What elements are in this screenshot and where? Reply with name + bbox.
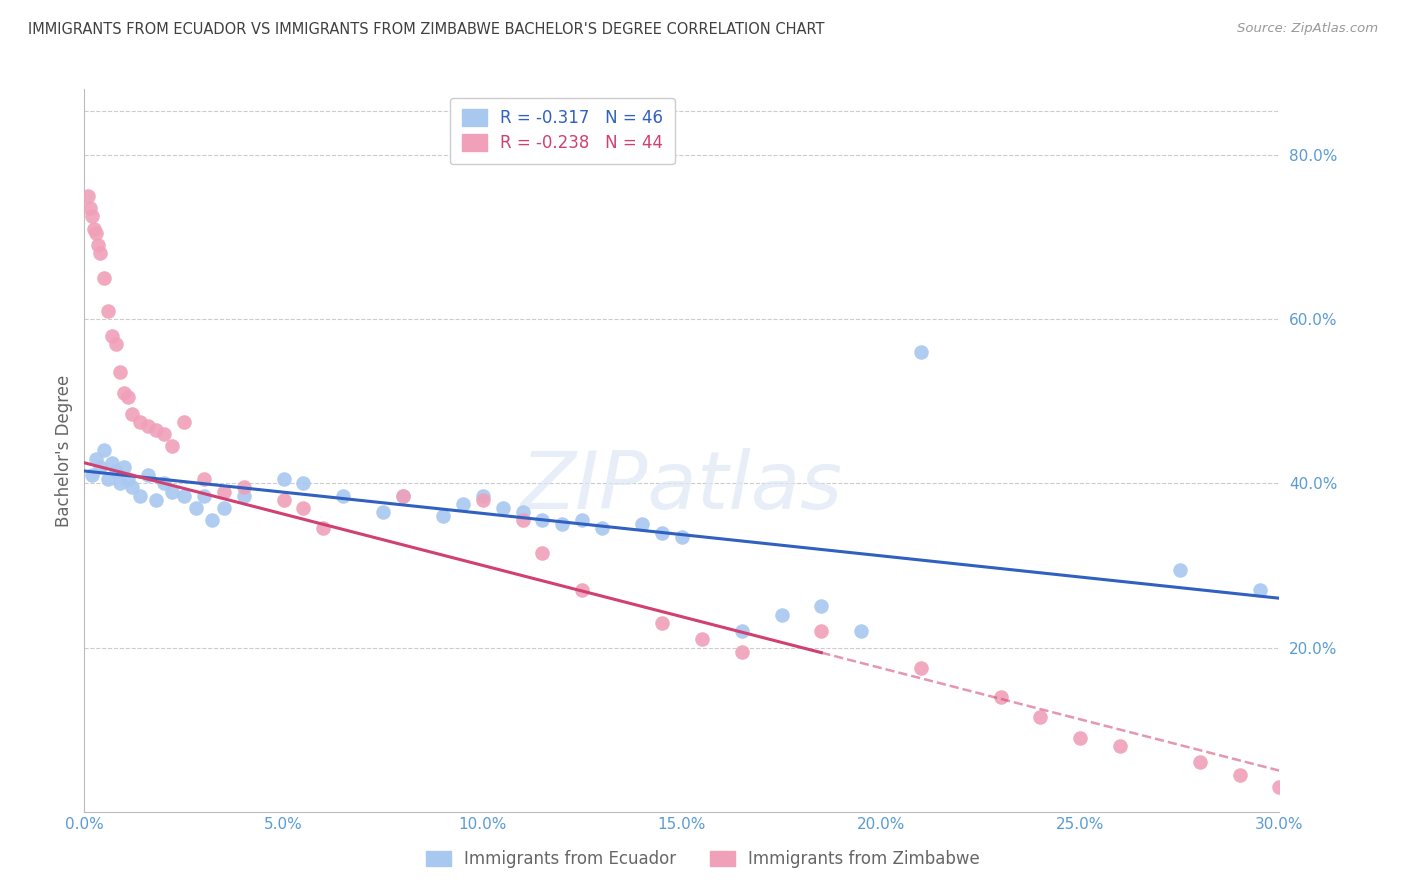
Point	[512, 505, 534, 519]
Point	[492, 500, 515, 515]
Point	[184, 500, 207, 515]
Point	[105, 464, 128, 478]
Point	[1109, 739, 1132, 753]
Point	[332, 489, 354, 503]
Legend: Immigrants from Ecuador, Immigrants from Zimbabwe: Immigrants from Ecuador, Immigrants from…	[419, 844, 987, 875]
Y-axis label: Bachelor's Degree: Bachelor's Degree	[55, 375, 73, 526]
Point	[117, 390, 139, 404]
Point	[312, 521, 335, 535]
Legend: R = -0.317   N = 46, R = -0.238   N = 44: R = -0.317 N = 46, R = -0.238 N = 44	[450, 97, 675, 164]
Point	[551, 517, 574, 532]
Point	[512, 513, 534, 527]
Point	[910, 345, 932, 359]
Point	[87, 238, 110, 252]
Point	[232, 489, 254, 503]
Point	[671, 530, 693, 544]
Point	[93, 443, 115, 458]
Point	[212, 500, 235, 515]
Point	[193, 489, 215, 503]
Point	[571, 582, 593, 597]
Point	[212, 484, 235, 499]
Point	[89, 246, 111, 260]
Text: ZIPatlas: ZIPatlas	[520, 448, 844, 525]
Point	[105, 336, 128, 351]
Point	[79, 201, 101, 215]
Point	[201, 513, 224, 527]
Point	[810, 624, 832, 639]
Point	[810, 599, 832, 614]
Point	[731, 624, 754, 639]
Point	[110, 366, 132, 380]
Point	[531, 546, 554, 560]
Point	[153, 427, 176, 442]
Point	[731, 645, 754, 659]
Point	[232, 480, 254, 494]
Point	[117, 472, 139, 486]
Point	[173, 415, 195, 429]
Point	[93, 271, 115, 285]
Point	[1268, 780, 1291, 794]
Point	[193, 472, 215, 486]
Point	[1168, 562, 1191, 576]
Point	[136, 418, 159, 433]
Point	[591, 521, 613, 535]
Point	[571, 513, 593, 527]
Text: IMMIGRANTS FROM ECUADOR VS IMMIGRANTS FROM ZIMBABWE BACHELOR'S DEGREE CORRELATIO: IMMIGRANTS FROM ECUADOR VS IMMIGRANTS FR…	[28, 22, 825, 37]
Point	[97, 304, 120, 318]
Point	[1069, 731, 1091, 745]
Point	[471, 492, 494, 507]
Point	[83, 221, 105, 235]
Point	[86, 451, 108, 466]
Point	[292, 476, 315, 491]
Point	[273, 472, 295, 486]
Text: Source: ZipAtlas.com: Source: ZipAtlas.com	[1237, 22, 1378, 36]
Point	[145, 492, 167, 507]
Point	[1029, 710, 1052, 724]
Point	[160, 439, 183, 453]
Point	[112, 386, 135, 401]
Point	[631, 517, 654, 532]
Point	[770, 607, 793, 622]
Point	[121, 480, 143, 494]
Point	[86, 226, 108, 240]
Point	[292, 500, 315, 515]
Point	[1229, 768, 1251, 782]
Point	[121, 407, 143, 421]
Point	[89, 459, 111, 474]
Point	[82, 210, 104, 224]
Point	[392, 489, 415, 503]
Point	[990, 690, 1012, 704]
Point	[1249, 582, 1271, 597]
Point	[101, 456, 124, 470]
Point	[651, 525, 673, 540]
Point	[97, 472, 120, 486]
Point	[129, 489, 152, 503]
Point	[432, 509, 454, 524]
Point	[160, 484, 183, 499]
Point	[851, 624, 873, 639]
Point	[373, 505, 395, 519]
Point	[101, 328, 124, 343]
Point	[1188, 756, 1211, 770]
Point	[153, 476, 176, 491]
Point	[451, 497, 474, 511]
Point	[82, 468, 104, 483]
Point	[531, 513, 554, 527]
Point	[651, 615, 673, 630]
Point	[173, 489, 195, 503]
Point	[110, 476, 132, 491]
Point	[690, 632, 713, 647]
Point	[471, 489, 494, 503]
Point	[273, 492, 295, 507]
Point	[136, 468, 159, 483]
Point	[145, 423, 167, 437]
Point	[392, 489, 415, 503]
Point	[112, 459, 135, 474]
Point	[910, 661, 932, 675]
Point	[77, 189, 100, 203]
Point	[129, 415, 152, 429]
